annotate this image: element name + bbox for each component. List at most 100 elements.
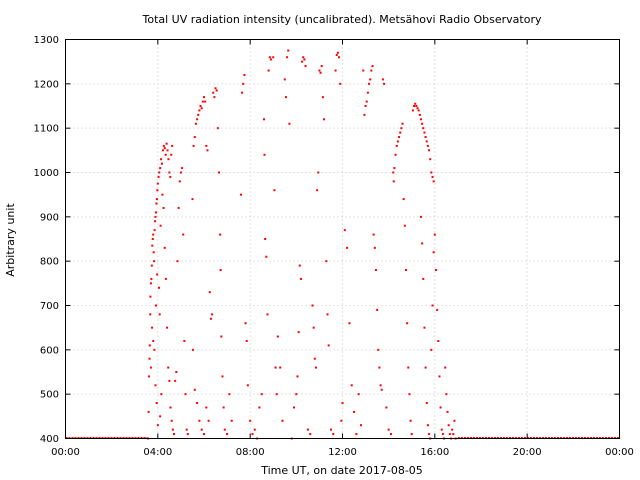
data-point [156, 182, 159, 185]
data-point [208, 291, 211, 294]
data-point [441, 433, 444, 436]
data-point [201, 100, 204, 103]
data-point [339, 82, 342, 85]
data-point [424, 136, 427, 139]
data-point [170, 153, 173, 156]
data-point [400, 127, 403, 130]
data-point [430, 348, 433, 351]
data-point [199, 105, 202, 107]
data-point [179, 171, 182, 174]
data-point [378, 366, 381, 369]
data-point [399, 131, 402, 134]
data-point [156, 189, 159, 192]
data-point [363, 113, 366, 116]
data-point [149, 313, 152, 316]
data-point [445, 393, 448, 396]
data-point [150, 264, 153, 267]
data-point [207, 419, 210, 422]
data-point [223, 428, 226, 431]
data-point [157, 286, 160, 289]
data-point [151, 326, 154, 329]
data-point [373, 246, 376, 249]
data-point [159, 415, 162, 418]
data-point [200, 107, 203, 110]
data-point [362, 69, 365, 72]
data-point [158, 171, 161, 174]
data-point [423, 131, 426, 134]
data-point [312, 326, 315, 329]
data-point [175, 371, 178, 373]
axis-ticks [65, 39, 620, 439]
data-point [393, 167, 396, 170]
y-tick-label: 600 [40, 345, 59, 356]
data-point [243, 73, 246, 76]
data-point [311, 304, 314, 307]
data-point [404, 269, 407, 272]
data-point [432, 180, 435, 183]
data-point [451, 428, 454, 431]
data-point [194, 122, 197, 125]
data-point [160, 393, 163, 396]
data-point [215, 89, 218, 92]
chart-title: Total UV radiation intensity (uncalibrat… [142, 13, 542, 26]
data-point [355, 433, 358, 436]
data-point [401, 122, 404, 125]
data-point [424, 366, 427, 369]
data-point [283, 78, 286, 81]
data-point [394, 153, 397, 156]
data-point [413, 105, 416, 107]
data-point [244, 322, 247, 325]
data-point [200, 428, 203, 431]
data-point [149, 282, 152, 285]
data-point [160, 158, 163, 161]
data-point [423, 326, 426, 329]
data-point [174, 379, 177, 382]
data-point [426, 144, 429, 147]
data-point [182, 233, 185, 236]
data-point [272, 56, 275, 59]
data-point [160, 162, 163, 165]
data-point [433, 233, 436, 236]
data-point [170, 419, 173, 422]
data-point [369, 78, 372, 81]
y-tick-label: 900 [40, 212, 59, 223]
data-point [436, 308, 439, 311]
x-tick-label: 00:00 [605, 447, 634, 458]
data-point [171, 428, 174, 431]
data-point [267, 69, 270, 72]
data-point [197, 113, 200, 116]
data-point [392, 171, 395, 174]
data-point [446, 410, 449, 413]
data-point [154, 215, 157, 218]
data-point [428, 433, 431, 436]
data-point [366, 91, 369, 94]
data-point [241, 91, 244, 94]
x-tick-label: 12:00 [328, 447, 357, 458]
data-point [213, 96, 216, 99]
data-point [219, 269, 222, 272]
data-point [245, 339, 248, 342]
data-point [306, 428, 309, 431]
data-point [196, 118, 199, 121]
data-point [383, 82, 386, 85]
data-point [406, 322, 409, 325]
data-point [148, 344, 151, 347]
data-point [348, 322, 351, 325]
data-point [164, 277, 167, 280]
data-point [364, 105, 367, 107]
data-point [414, 102, 417, 105]
data-point [209, 317, 212, 320]
y-tick-label: 400 [40, 434, 59, 445]
data-point [266, 313, 269, 316]
y-tick-label: 1000 [34, 168, 59, 179]
data-point [196, 402, 199, 405]
data-point [293, 406, 296, 409]
y-tick-label: 1300 [34, 35, 59, 46]
data-point [438, 375, 441, 378]
data-point [239, 193, 242, 196]
data-point [169, 406, 172, 409]
y-tick-label: 1200 [34, 79, 59, 90]
data-point [269, 58, 272, 61]
data-point [176, 260, 179, 263]
data-point [341, 402, 344, 405]
